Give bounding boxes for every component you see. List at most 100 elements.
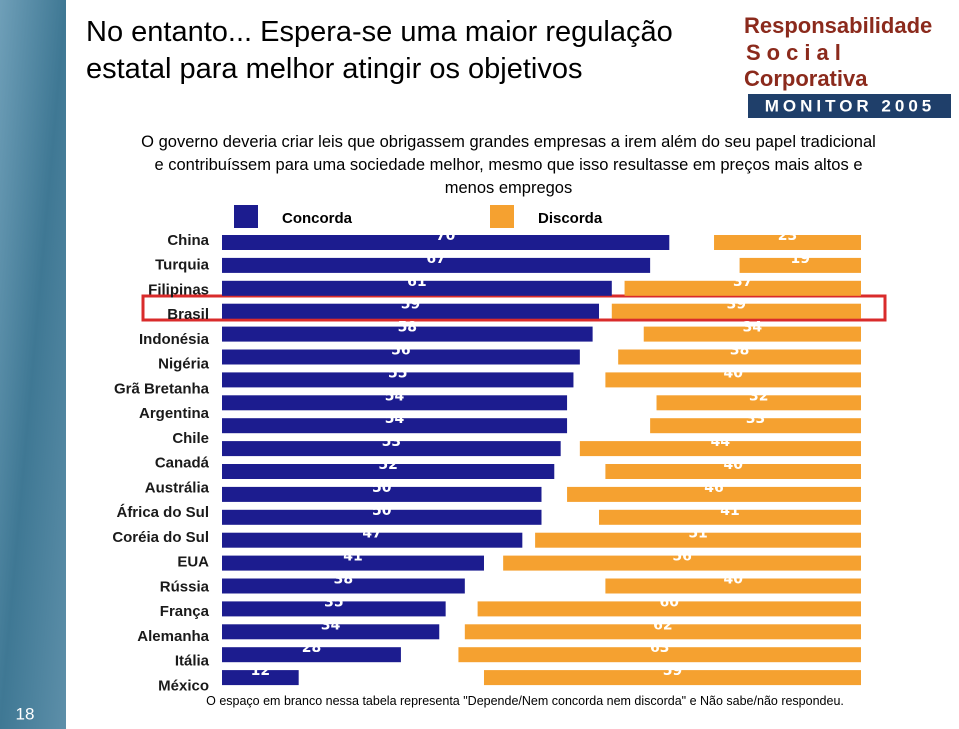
value-label: 51 bbox=[688, 526, 707, 542]
category-label: Argentina bbox=[139, 405, 210, 422]
bar bbox=[605, 578, 861, 594]
page-number: 18 bbox=[16, 704, 35, 723]
bar bbox=[483, 670, 861, 686]
value-label: 12 bbox=[251, 663, 270, 679]
category-label: Turquia bbox=[155, 257, 210, 274]
bar bbox=[503, 555, 861, 571]
bar bbox=[464, 624, 861, 640]
bar bbox=[624, 280, 861, 296]
logo-text: MONITOR 2005 bbox=[765, 96, 936, 115]
bar bbox=[222, 372, 574, 388]
bar bbox=[222, 418, 568, 434]
category-label: Coréia do Sul bbox=[112, 529, 209, 546]
value-label: 56 bbox=[672, 549, 691, 565]
bar bbox=[222, 624, 440, 640]
value-label: 54 bbox=[385, 388, 405, 404]
bar bbox=[222, 303, 600, 319]
bar bbox=[458, 647, 861, 663]
bar bbox=[222, 555, 484, 571]
bar bbox=[567, 486, 861, 502]
bar bbox=[222, 578, 465, 594]
category-label: Filipinas bbox=[148, 281, 209, 298]
value-label: 40 bbox=[723, 365, 743, 381]
value-label: 28 bbox=[302, 640, 321, 656]
bar bbox=[222, 441, 561, 457]
value-label: 47 bbox=[362, 526, 381, 542]
bar bbox=[714, 235, 861, 250]
bar bbox=[618, 349, 861, 365]
bar bbox=[650, 418, 861, 434]
value-label: 55 bbox=[388, 365, 407, 381]
legend-label: Concorda bbox=[282, 210, 353, 227]
value-label: 41 bbox=[343, 549, 362, 565]
bar bbox=[222, 647, 401, 663]
bar bbox=[222, 395, 568, 411]
value-label: 46 bbox=[704, 480, 723, 496]
logo-text: Responsabilidade bbox=[744, 13, 932, 38]
highlight-box bbox=[141, 294, 887, 322]
bar bbox=[222, 601, 446, 617]
bar bbox=[535, 532, 861, 548]
value-label: 62 bbox=[653, 617, 672, 633]
bar bbox=[599, 509, 861, 525]
value-label: 59 bbox=[663, 663, 682, 679]
value-label: 34 bbox=[743, 320, 763, 336]
bar bbox=[222, 326, 593, 342]
value-label: 40 bbox=[723, 572, 743, 588]
bar bbox=[739, 257, 861, 273]
logo-banner bbox=[748, 94, 951, 118]
value-label: 70 bbox=[436, 228, 456, 244]
category-label: Austrália bbox=[145, 479, 210, 496]
bar bbox=[222, 670, 299, 686]
bar bbox=[222, 509, 542, 525]
category-label: México bbox=[158, 677, 209, 694]
value-label: 34 bbox=[321, 617, 341, 633]
category-label: Nigéria bbox=[158, 356, 210, 373]
value-label: 35 bbox=[324, 594, 343, 610]
legend-swatch bbox=[490, 205, 514, 228]
value-label: 63 bbox=[650, 640, 669, 656]
bar bbox=[605, 372, 861, 388]
bar bbox=[579, 441, 861, 457]
legend-label: Discorda bbox=[538, 210, 603, 227]
value-label: 40 bbox=[723, 457, 743, 473]
bar bbox=[611, 303, 861, 319]
bar bbox=[222, 486, 542, 502]
bar bbox=[222, 235, 670, 250]
value-label: 37 bbox=[733, 274, 752, 290]
category-label: Rússia bbox=[160, 578, 210, 595]
category-label: China bbox=[167, 232, 209, 249]
legend-swatch bbox=[234, 205, 258, 228]
value-label: 60 bbox=[660, 594, 680, 610]
value-label: 50 bbox=[372, 480, 392, 496]
bar bbox=[643, 326, 861, 342]
bar bbox=[222, 464, 555, 479]
bar bbox=[222, 349, 580, 365]
value-label: 41 bbox=[720, 503, 739, 519]
bar bbox=[477, 601, 861, 617]
value-label: 44 bbox=[711, 434, 731, 450]
bar bbox=[222, 257, 651, 273]
logo: Responsabilidade Social Corporativa MONI… bbox=[744, 13, 951, 118]
value-label: 19 bbox=[791, 251, 810, 267]
value-label: 61 bbox=[407, 274, 426, 290]
value-label: 67 bbox=[426, 251, 445, 267]
bar bbox=[222, 532, 523, 548]
value-label: 50 bbox=[372, 503, 392, 519]
value-label: 58 bbox=[398, 320, 417, 336]
category-label: Canadá bbox=[155, 455, 210, 472]
value-label: 38 bbox=[334, 572, 353, 588]
value-label: 53 bbox=[382, 434, 401, 450]
value-label: 59 bbox=[401, 297, 420, 313]
value-label: 23 bbox=[778, 228, 797, 244]
category-label: Brasil bbox=[167, 306, 209, 323]
value-label: 33 bbox=[746, 411, 765, 427]
logo-text: Social bbox=[746, 40, 847, 65]
logo-text: Corporativa bbox=[744, 66, 868, 91]
bar bbox=[605, 464, 861, 479]
category-label: Indonésia bbox=[139, 331, 210, 348]
category-label: Alemanha bbox=[137, 628, 209, 645]
side-strip bbox=[0, 0, 66, 729]
